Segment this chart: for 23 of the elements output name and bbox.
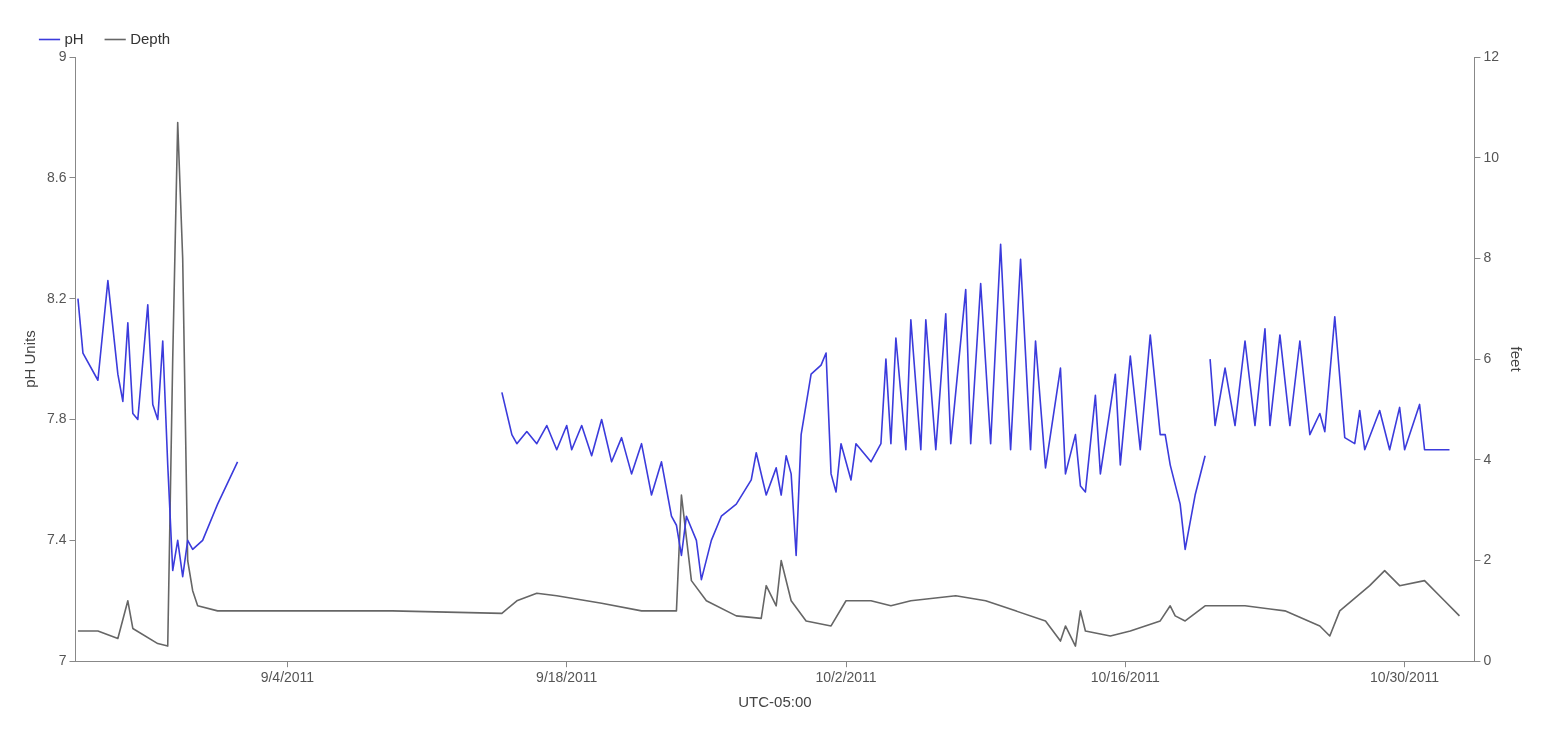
y-tick-label: 7.4 xyxy=(46,531,67,548)
x-axis-title: UTC-05:00 xyxy=(738,693,812,711)
x-tick-label: 10/30/2011 xyxy=(1370,669,1440,686)
x-tick-label: 10/2/2011 xyxy=(815,669,877,686)
x-tick-label: 10/16/2011 xyxy=(1090,669,1161,686)
y-tick-label: 9 xyxy=(58,47,67,64)
legend-label: Depth xyxy=(130,29,171,47)
y-tick-label: 8.2 xyxy=(46,289,67,306)
y-tick-label: 7.8 xyxy=(46,410,67,427)
y2-tick-label: 10 xyxy=(1483,148,1500,165)
y-axis-title: pH Units xyxy=(21,330,39,388)
y2-tick-label: 2 xyxy=(1483,551,1492,568)
x-tick-label: 9/18/2011 xyxy=(536,669,598,686)
y2-tick-label: 6 xyxy=(1483,349,1492,366)
y2-tick-label: 0 xyxy=(1483,652,1492,669)
y2-tick-label: 8 xyxy=(1483,249,1492,266)
y-tick-label: 8.6 xyxy=(46,168,67,185)
x-tick-label: 9/4/2011 xyxy=(260,669,315,686)
y-tick-label: 7 xyxy=(58,652,67,669)
y2-tick-label: 4 xyxy=(1483,450,1492,467)
legend-label: pH xyxy=(64,29,84,47)
y2-axis-title: feet xyxy=(1507,346,1525,373)
y2-tick-label: 12 xyxy=(1483,47,1500,64)
